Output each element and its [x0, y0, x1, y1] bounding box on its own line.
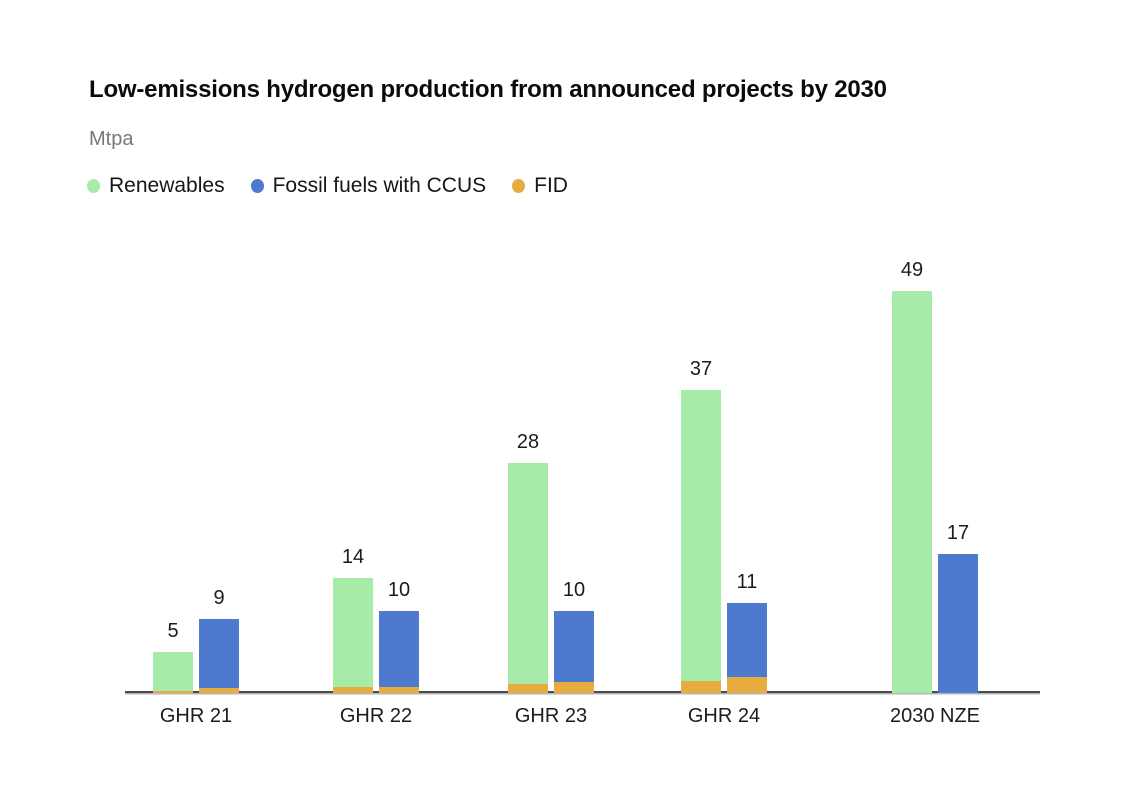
renewables-legend-dot	[87, 179, 100, 193]
x-axis-category-label: GHR 22	[339, 705, 413, 727]
legend-item: Fossil fuels with CCUS	[250, 174, 487, 198]
legend-label: FID	[534, 174, 568, 197]
x-axis-category-label: GHR 24	[687, 705, 761, 727]
legend-item: Renewables	[87, 174, 225, 198]
bar-value-label: 11	[736, 571, 758, 593]
fid-overlay-segment	[508, 684, 548, 693]
bar-value-label: 9	[213, 587, 225, 609]
fid-overlay-segment	[727, 677, 767, 693]
x-axis-category-label: 2030 NZE	[889, 705, 981, 727]
fid-overlay-segment	[681, 681, 721, 693]
chart-legend: Renewables Fossil fuels with CCUS FID	[87, 174, 568, 198]
renewables-bar	[508, 463, 548, 693]
legend-label: Renewables	[109, 174, 225, 197]
renewables-bar	[333, 578, 373, 693]
renewables-bar	[892, 291, 932, 693]
fid-overlay-segment	[554, 682, 594, 693]
fossil-ccus-bar	[379, 611, 419, 693]
fossil-ccus-bar	[938, 554, 978, 693]
bar-value-label: 10	[562, 579, 586, 601]
bar-value-label: 10	[387, 579, 411, 601]
renewables-bar	[153, 652, 193, 693]
bar-value-label: 28	[516, 431, 540, 453]
legend-label: Fossil fuels with CCUS	[272, 174, 487, 197]
bar-value-label: 49	[900, 259, 924, 281]
chart-unit-label: Mtpa	[89, 128, 134, 150]
fossil-ccus-legend-dot	[250, 179, 264, 193]
fid-overlay-segment	[199, 688, 239, 693]
fossil-ccus-bar	[554, 611, 594, 693]
bar-value-label: 14	[341, 546, 365, 568]
renewables-bar	[681, 390, 721, 693]
bar-value-label: 5	[167, 620, 179, 642]
fid-overlay-segment	[333, 687, 373, 693]
chart-title: Low-emissions hydrogen production from a…	[89, 76, 887, 103]
fid-overlay-segment	[379, 687, 419, 693]
bar-value-label: 17	[946, 522, 970, 544]
x-axis-category-label: GHR 23	[514, 705, 588, 727]
fid-legend-dot	[512, 179, 526, 193]
bar-value-label: 37	[689, 358, 713, 380]
legend-item: FID	[512, 174, 568, 198]
x-axis-category-label: GHR 21	[159, 705, 233, 727]
fossil-ccus-bar	[199, 619, 239, 693]
fid-overlay-segment	[153, 691, 193, 693]
